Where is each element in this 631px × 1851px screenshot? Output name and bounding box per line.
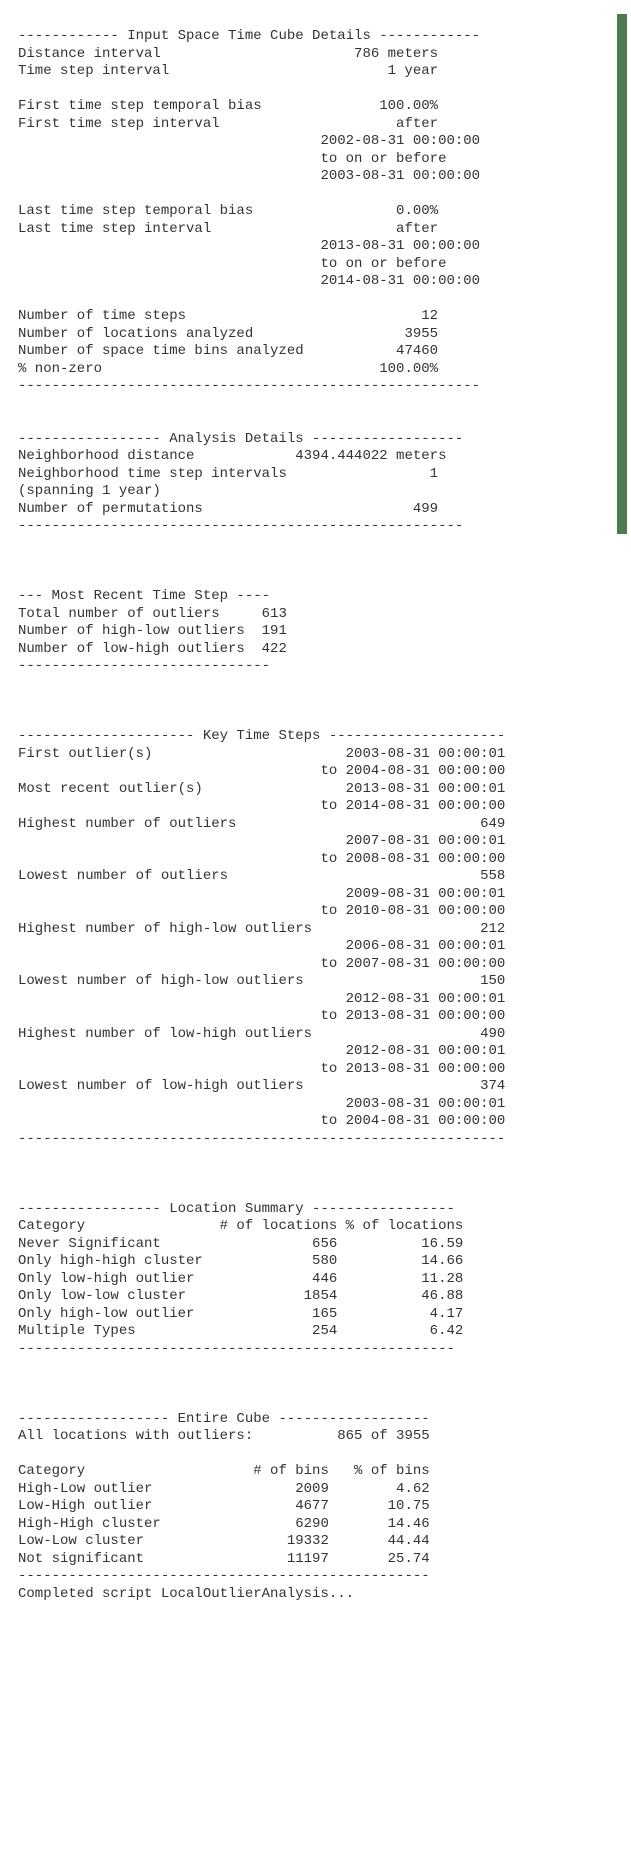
scrollbar-track[interactable] xyxy=(617,14,627,544)
scrollbar-thumb[interactable] xyxy=(617,14,627,534)
analysis-output-text: ------------ Input Space Time Cube Detai… xyxy=(0,14,631,1617)
